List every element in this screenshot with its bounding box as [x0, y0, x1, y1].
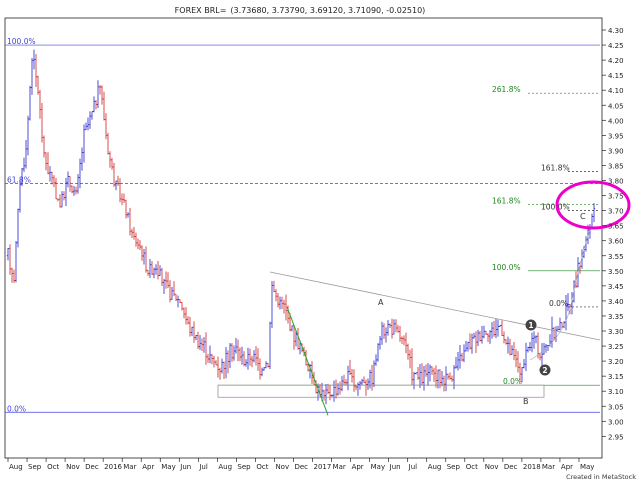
wave-label-c: C	[580, 212, 586, 221]
fib-retracement-label: 0.0%	[7, 404, 26, 413]
resistance-trendline	[269, 271, 601, 341]
chart-title: FOREX BRL= (3.73680, 3.73790, 3.69120, 3.…	[175, 6, 426, 15]
y-tick-label: 4.15	[608, 72, 624, 80]
x-tick-label: Sep	[447, 463, 461, 471]
y-tick-label: 3.75	[608, 193, 624, 201]
x-tick-label: Sep	[28, 463, 42, 471]
y-tick-label: 3.90	[608, 147, 624, 155]
y-tick-label: 4.30	[608, 27, 624, 35]
y-tick-label: 4.00	[608, 117, 624, 125]
wave-marker-2: 2	[542, 366, 547, 375]
x-tick-label: Sep	[237, 463, 251, 471]
y-tick-label: 3.50	[608, 268, 624, 276]
fib-extension-black-label: 161.8%	[541, 163, 570, 172]
y-tick-label: 4.05	[608, 102, 624, 110]
y-tick-label: 3.60	[608, 238, 624, 246]
x-tick-label: Aug	[9, 463, 23, 471]
y-axis: 4.30 4.25 4.20 4.15 4.10 4.05 4.00 3.95 3.90 3.85…	[602, 27, 624, 441]
x-tick-label: Jul	[408, 463, 418, 471]
x-tick-label: Oct	[256, 463, 268, 471]
x-tick-label: Jul	[198, 463, 208, 471]
wave-marker-circle	[525, 319, 537, 331]
wave-marker-circle	[539, 364, 551, 376]
highlight-ellipse	[555, 180, 631, 230]
footer-credit: Created in MetaStock	[566, 473, 636, 481]
x-tick-label: Dec	[504, 463, 518, 471]
x-tick-label: Nov	[66, 463, 80, 471]
x-tick-label: Mar	[333, 463, 346, 471]
wave-label-a: A	[378, 298, 384, 307]
fibonacci-layer: 100.0% 61.8% 0.0% 261.8% 161.8% 100.0% 0.0% 161…	[5, 37, 600, 413]
x-tick-label: 2017	[314, 463, 332, 471]
fib-extension-green-label: 261.8%	[492, 85, 521, 94]
x-tick-label: May	[371, 463, 385, 471]
annotation-layer: A B C 1 2	[217, 180, 631, 416]
fib-extension-green-label: 161.8%	[492, 197, 521, 206]
y-tick-label: 3.55	[608, 253, 624, 261]
x-tick-label: 2016	[104, 463, 122, 471]
y-tick-label: 3.70	[608, 208, 624, 216]
arc-trendline	[529, 229, 591, 361]
y-tick-label: 3.05	[608, 403, 624, 411]
x-tick-label: Mar	[542, 463, 555, 471]
x-tick-label: Jun	[179, 463, 191, 471]
y-tick-label: 4.10	[608, 87, 624, 95]
x-tick-label: Oct	[466, 463, 478, 471]
y-tick-label: 3.35	[608, 313, 624, 321]
wave-marker-1: 1	[528, 321, 533, 330]
y-tick-label: 3.15	[608, 373, 624, 381]
x-tick-label: Apr	[142, 463, 154, 471]
y-tick-label: 3.95	[608, 132, 624, 140]
wave-label-b: B	[523, 397, 529, 406]
green-diagonal-line	[286, 306, 329, 416]
plot-frame	[4, 17, 603, 459]
x-tick-label: Aug	[218, 463, 232, 471]
x-tick-label: Oct	[47, 463, 59, 471]
fib-extension-green-label: 100.0%	[492, 263, 521, 272]
y-tick-label: 3.00	[608, 418, 624, 426]
x-tick-label: 2018	[523, 463, 541, 471]
y-tick-label: 2.95	[608, 433, 624, 441]
x-tick-label: Apr	[561, 463, 573, 471]
price-bars	[6, 49, 596, 405]
y-tick-label: 3.40	[608, 298, 624, 306]
fib-extension-black-label: 100.0%	[541, 203, 570, 212]
x-tick-label: Aug	[428, 463, 442, 471]
x-tick-label: Dec	[85, 463, 99, 471]
y-tick-label: 3.20	[608, 358, 624, 366]
y-tick-label: 4.25	[608, 42, 624, 50]
x-tick-label: Jun	[389, 463, 401, 471]
y-tick-label: 3.25	[608, 343, 624, 351]
x-tick-label: Apr	[352, 463, 364, 471]
x-tick-label: Nov	[275, 463, 289, 471]
y-tick-label: 3.80	[608, 178, 624, 186]
x-axis: Aug Sep Oct Nov Dec 2016 Mar Apr May Jun Jul Aug Sep…	[7, 458, 594, 471]
x-tick-label: May	[161, 463, 175, 471]
y-tick-label: 3.45	[608, 283, 624, 291]
y-tick-label: 3.10	[608, 388, 624, 396]
x-tick-label: Nov	[485, 463, 499, 471]
x-tick-label: May	[580, 463, 594, 471]
y-tick-label: 3.65	[608, 223, 624, 231]
fib-retracement-label: 100.0%	[7, 37, 36, 46]
x-tick-label: Dec	[294, 463, 308, 471]
y-tick-label: 3.30	[608, 328, 624, 336]
y-tick-label: 3.85	[608, 162, 624, 170]
y-tick-label: 4.20	[608, 57, 624, 65]
x-tick-label: Mar	[123, 463, 136, 471]
fib-extension-black-label: 0.0%	[549, 299, 568, 308]
fib-extension-green-label: 0.0%	[503, 377, 522, 386]
fib-retracement-label: 61.8%	[7, 176, 31, 185]
range-box	[217, 384, 545, 398]
